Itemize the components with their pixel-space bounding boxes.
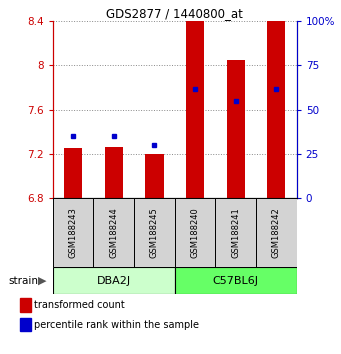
Bar xyxy=(20,318,31,331)
Text: strain: strain xyxy=(9,275,39,286)
Bar xyxy=(53,267,175,294)
Text: GSM188245: GSM188245 xyxy=(150,207,159,258)
Bar xyxy=(256,198,297,267)
Bar xyxy=(175,267,297,294)
Bar xyxy=(175,198,216,267)
Text: GSM188243: GSM188243 xyxy=(69,207,78,258)
Bar xyxy=(226,60,245,198)
Bar xyxy=(186,21,204,198)
Text: percentile rank within the sample: percentile rank within the sample xyxy=(34,320,199,330)
Text: GSM188244: GSM188244 xyxy=(109,207,118,258)
Bar xyxy=(64,148,82,198)
Bar xyxy=(267,21,285,198)
Text: GSM188240: GSM188240 xyxy=(191,207,199,258)
Bar xyxy=(105,147,123,198)
Bar xyxy=(145,154,164,198)
Text: transformed count: transformed count xyxy=(34,300,125,310)
Text: GSM188242: GSM188242 xyxy=(272,207,281,258)
Bar xyxy=(20,298,31,312)
Bar xyxy=(134,198,175,267)
Text: DBA2J: DBA2J xyxy=(97,275,131,286)
Bar xyxy=(53,198,93,267)
Text: ▶: ▶ xyxy=(38,275,46,286)
Text: C57BL6J: C57BL6J xyxy=(213,275,259,286)
Title: GDS2877 / 1440800_at: GDS2877 / 1440800_at xyxy=(106,7,243,20)
Text: GSM188241: GSM188241 xyxy=(231,207,240,258)
Bar xyxy=(216,198,256,267)
Bar xyxy=(93,198,134,267)
